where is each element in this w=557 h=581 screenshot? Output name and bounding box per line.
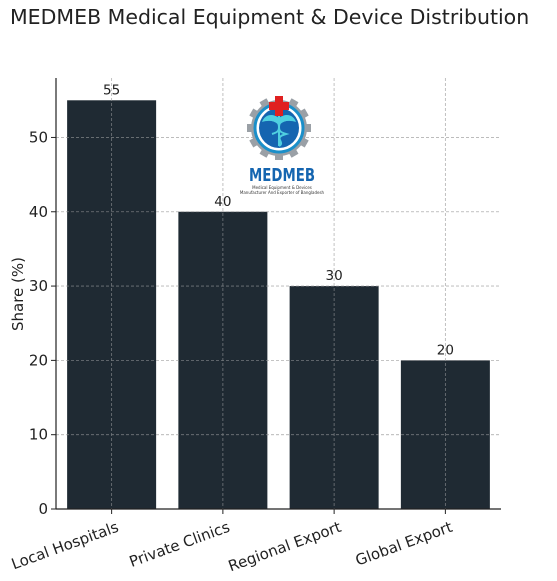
wings-icon bbox=[262, 115, 296, 123]
y-tick-label: 30 bbox=[29, 277, 48, 295]
y-tick-label: 50 bbox=[29, 128, 48, 146]
bar-value-label: 55 bbox=[103, 82, 120, 98]
medmeb-logo: MEDMEB Medical Equipment & Devices Manuf… bbox=[240, 96, 325, 195]
x-tick-label: Local Hospitals bbox=[9, 518, 121, 574]
logo-tagline-line1: Medical Equipment & Devices bbox=[252, 185, 312, 190]
x-tick-label: Regional Export bbox=[226, 518, 344, 576]
logo-wordmark: MEDMEB bbox=[249, 165, 315, 186]
y-tick-label: 40 bbox=[29, 203, 48, 221]
bar-value-label: 30 bbox=[326, 268, 343, 284]
x-tick-label: Private Clinics bbox=[127, 518, 233, 571]
x-tick-label: Global Export bbox=[353, 518, 455, 570]
bar-value-label: 20 bbox=[437, 342, 454, 358]
y-tick-label: 0 bbox=[38, 500, 48, 518]
data-labels: 55 40 30 20 bbox=[103, 82, 454, 358]
logo-tagline-line2: Manufacturer And Exporter of Bangladesh bbox=[240, 190, 325, 195]
red-cross-icon bbox=[269, 96, 289, 116]
chart-title: MEDMEB Medical Equipment & Device Distri… bbox=[10, 5, 530, 29]
grid-overlay bbox=[56, 78, 501, 509]
y-axis-label: Share (%) bbox=[9, 257, 27, 331]
y-tick-label: 20 bbox=[29, 351, 48, 369]
y-tick-label: 10 bbox=[29, 426, 48, 444]
y-axis-ticks: 0 10 20 30 40 50 bbox=[29, 128, 56, 518]
bar-value-label: 40 bbox=[214, 194, 231, 210]
axes bbox=[55, 78, 501, 510]
bars bbox=[67, 100, 490, 510]
